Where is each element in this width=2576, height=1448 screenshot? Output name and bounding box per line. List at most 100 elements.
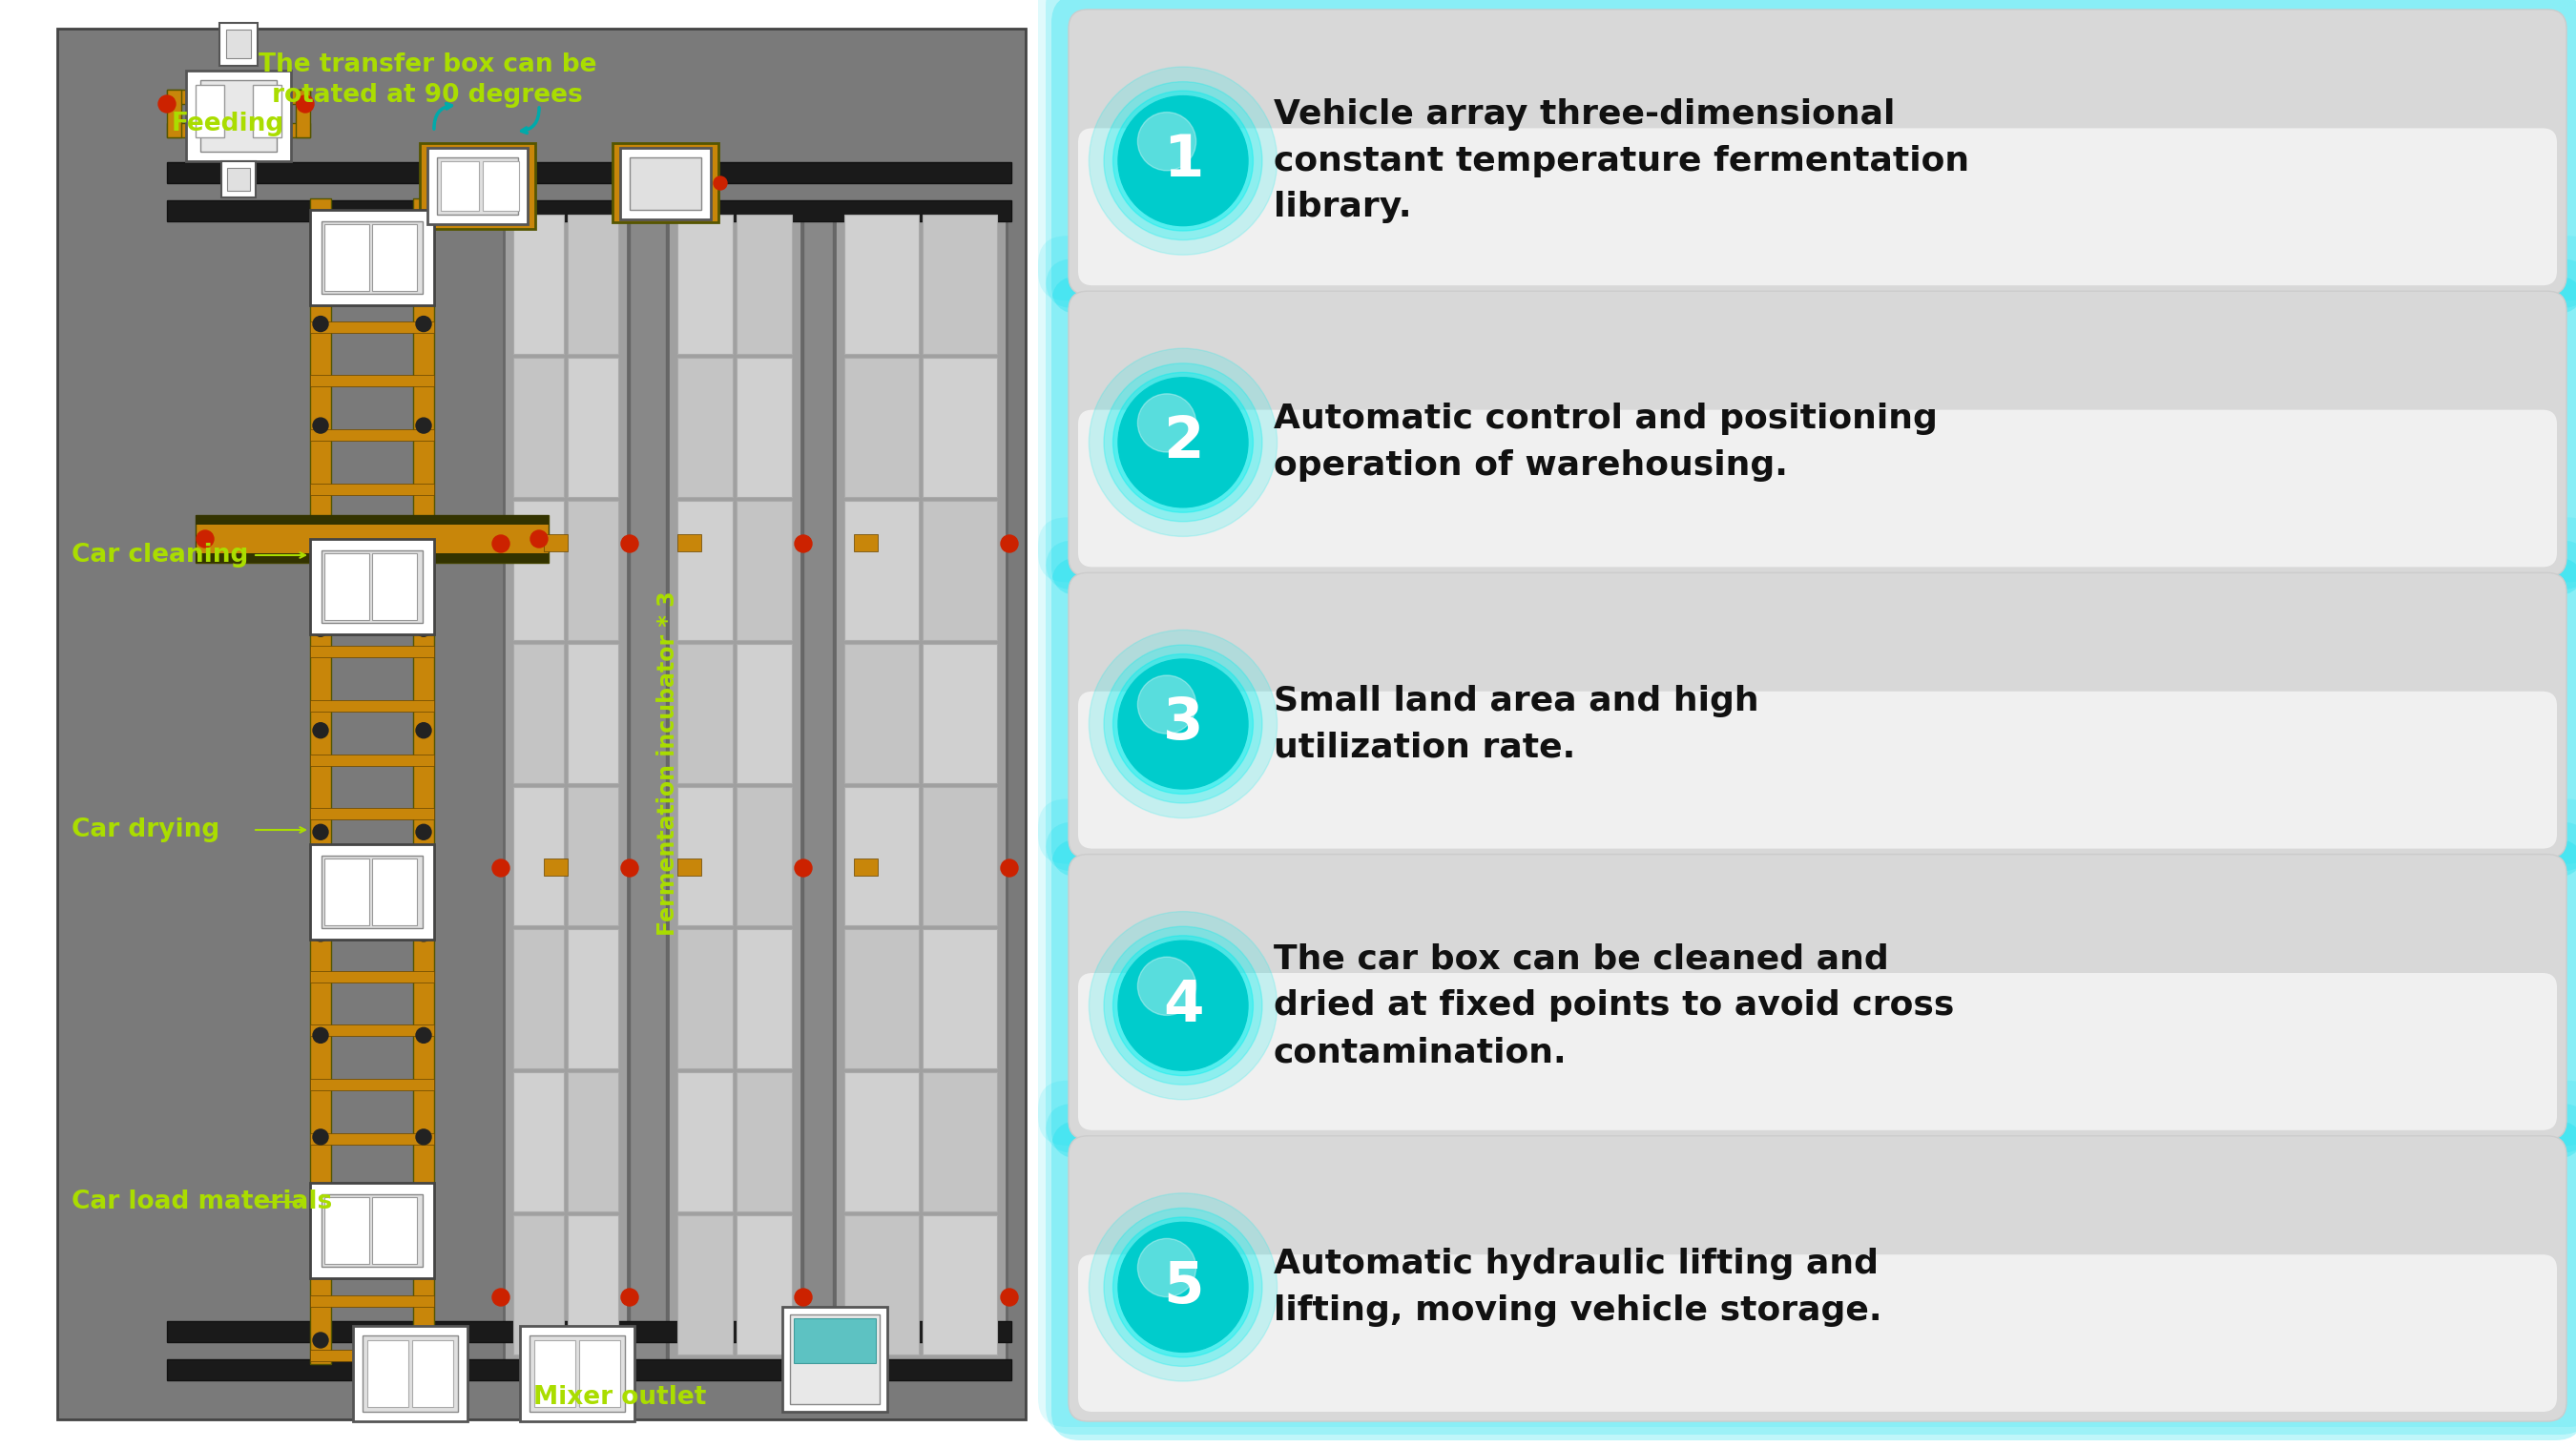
Circle shape xyxy=(492,1289,510,1306)
Bar xyxy=(322,856,422,928)
Bar xyxy=(513,1215,564,1354)
Circle shape xyxy=(1105,927,1262,1085)
Bar xyxy=(804,206,832,1364)
FancyBboxPatch shape xyxy=(1038,236,2576,582)
Bar xyxy=(845,786,920,925)
Circle shape xyxy=(1118,378,1247,507)
Text: Mixer outlet: Mixer outlet xyxy=(533,1386,706,1410)
Bar xyxy=(513,358,564,497)
Circle shape xyxy=(312,1028,327,1043)
Bar xyxy=(677,214,732,353)
Circle shape xyxy=(312,927,327,941)
Bar xyxy=(845,1073,920,1212)
FancyBboxPatch shape xyxy=(1046,259,2576,589)
Bar xyxy=(196,515,549,524)
Circle shape xyxy=(312,316,327,332)
Bar xyxy=(353,1326,466,1422)
Circle shape xyxy=(1139,111,1195,171)
Bar xyxy=(309,917,435,928)
Bar xyxy=(309,1134,435,1144)
Bar xyxy=(371,859,417,925)
FancyBboxPatch shape xyxy=(1046,822,2576,1153)
Bar xyxy=(835,206,1007,1364)
Circle shape xyxy=(621,1289,639,1306)
Bar xyxy=(167,162,1012,182)
Bar xyxy=(922,214,997,353)
Bar xyxy=(440,161,479,211)
Bar xyxy=(922,1073,997,1212)
Circle shape xyxy=(1118,659,1247,789)
Circle shape xyxy=(621,536,639,552)
Bar xyxy=(544,859,567,876)
Bar xyxy=(677,1073,732,1212)
Bar xyxy=(513,501,564,640)
FancyBboxPatch shape xyxy=(1038,0,2576,301)
Text: Car cleaning: Car cleaning xyxy=(72,543,247,568)
Bar xyxy=(922,930,997,1069)
Bar xyxy=(567,1073,618,1212)
Circle shape xyxy=(1090,349,1278,536)
Bar xyxy=(309,429,435,440)
Circle shape xyxy=(531,530,549,547)
Circle shape xyxy=(796,536,811,552)
Circle shape xyxy=(1002,860,1018,876)
Circle shape xyxy=(415,316,430,332)
Bar xyxy=(368,1341,410,1407)
Bar xyxy=(167,1321,1012,1342)
Circle shape xyxy=(415,1028,430,1043)
Circle shape xyxy=(312,1332,327,1348)
Bar xyxy=(677,786,732,925)
Circle shape xyxy=(1118,96,1247,226)
Bar xyxy=(567,1215,618,1354)
Bar xyxy=(567,214,618,353)
Bar xyxy=(567,786,618,925)
Text: Small land area and high
utilization rate.: Small land area and high utilization rat… xyxy=(1273,685,1759,763)
Circle shape xyxy=(296,96,314,113)
Bar xyxy=(845,358,920,497)
Circle shape xyxy=(492,860,510,876)
FancyBboxPatch shape xyxy=(1051,557,2576,877)
Bar xyxy=(309,198,332,1364)
Bar xyxy=(737,643,791,783)
Bar xyxy=(737,358,791,497)
Bar xyxy=(371,224,417,291)
Text: Automatic hydraulic lifting and
lifting, moving vehicle storage.: Automatic hydraulic lifting and lifting,… xyxy=(1273,1248,1883,1326)
Circle shape xyxy=(415,418,430,433)
Bar xyxy=(222,161,255,197)
Bar xyxy=(196,553,549,563)
Bar xyxy=(845,930,920,1069)
Circle shape xyxy=(312,1129,327,1144)
Circle shape xyxy=(415,621,430,637)
Bar xyxy=(309,1241,435,1253)
Bar xyxy=(922,786,997,925)
Bar xyxy=(309,699,435,711)
Circle shape xyxy=(1002,1289,1018,1306)
Bar xyxy=(363,1335,459,1412)
FancyBboxPatch shape xyxy=(1079,129,2558,285)
Circle shape xyxy=(415,1129,430,1144)
Circle shape xyxy=(312,520,327,534)
Bar xyxy=(322,550,422,623)
Text: 3: 3 xyxy=(1162,696,1203,752)
Bar xyxy=(531,1335,626,1412)
Circle shape xyxy=(312,723,327,738)
Bar xyxy=(737,501,791,640)
Circle shape xyxy=(714,177,726,190)
Bar xyxy=(677,358,732,497)
Circle shape xyxy=(312,621,327,637)
FancyBboxPatch shape xyxy=(1079,973,2558,1131)
Bar xyxy=(412,1341,453,1407)
Bar xyxy=(201,80,276,152)
Bar xyxy=(309,375,435,387)
Bar xyxy=(667,206,801,1364)
Circle shape xyxy=(1118,941,1247,1070)
FancyBboxPatch shape xyxy=(1051,0,2576,314)
Bar xyxy=(309,1079,435,1090)
Circle shape xyxy=(1139,1238,1195,1297)
Bar xyxy=(520,1326,634,1422)
Bar xyxy=(783,1308,886,1412)
Bar xyxy=(371,553,417,620)
Bar xyxy=(567,358,618,497)
Text: 1: 1 xyxy=(1162,133,1203,190)
Bar xyxy=(309,592,435,604)
